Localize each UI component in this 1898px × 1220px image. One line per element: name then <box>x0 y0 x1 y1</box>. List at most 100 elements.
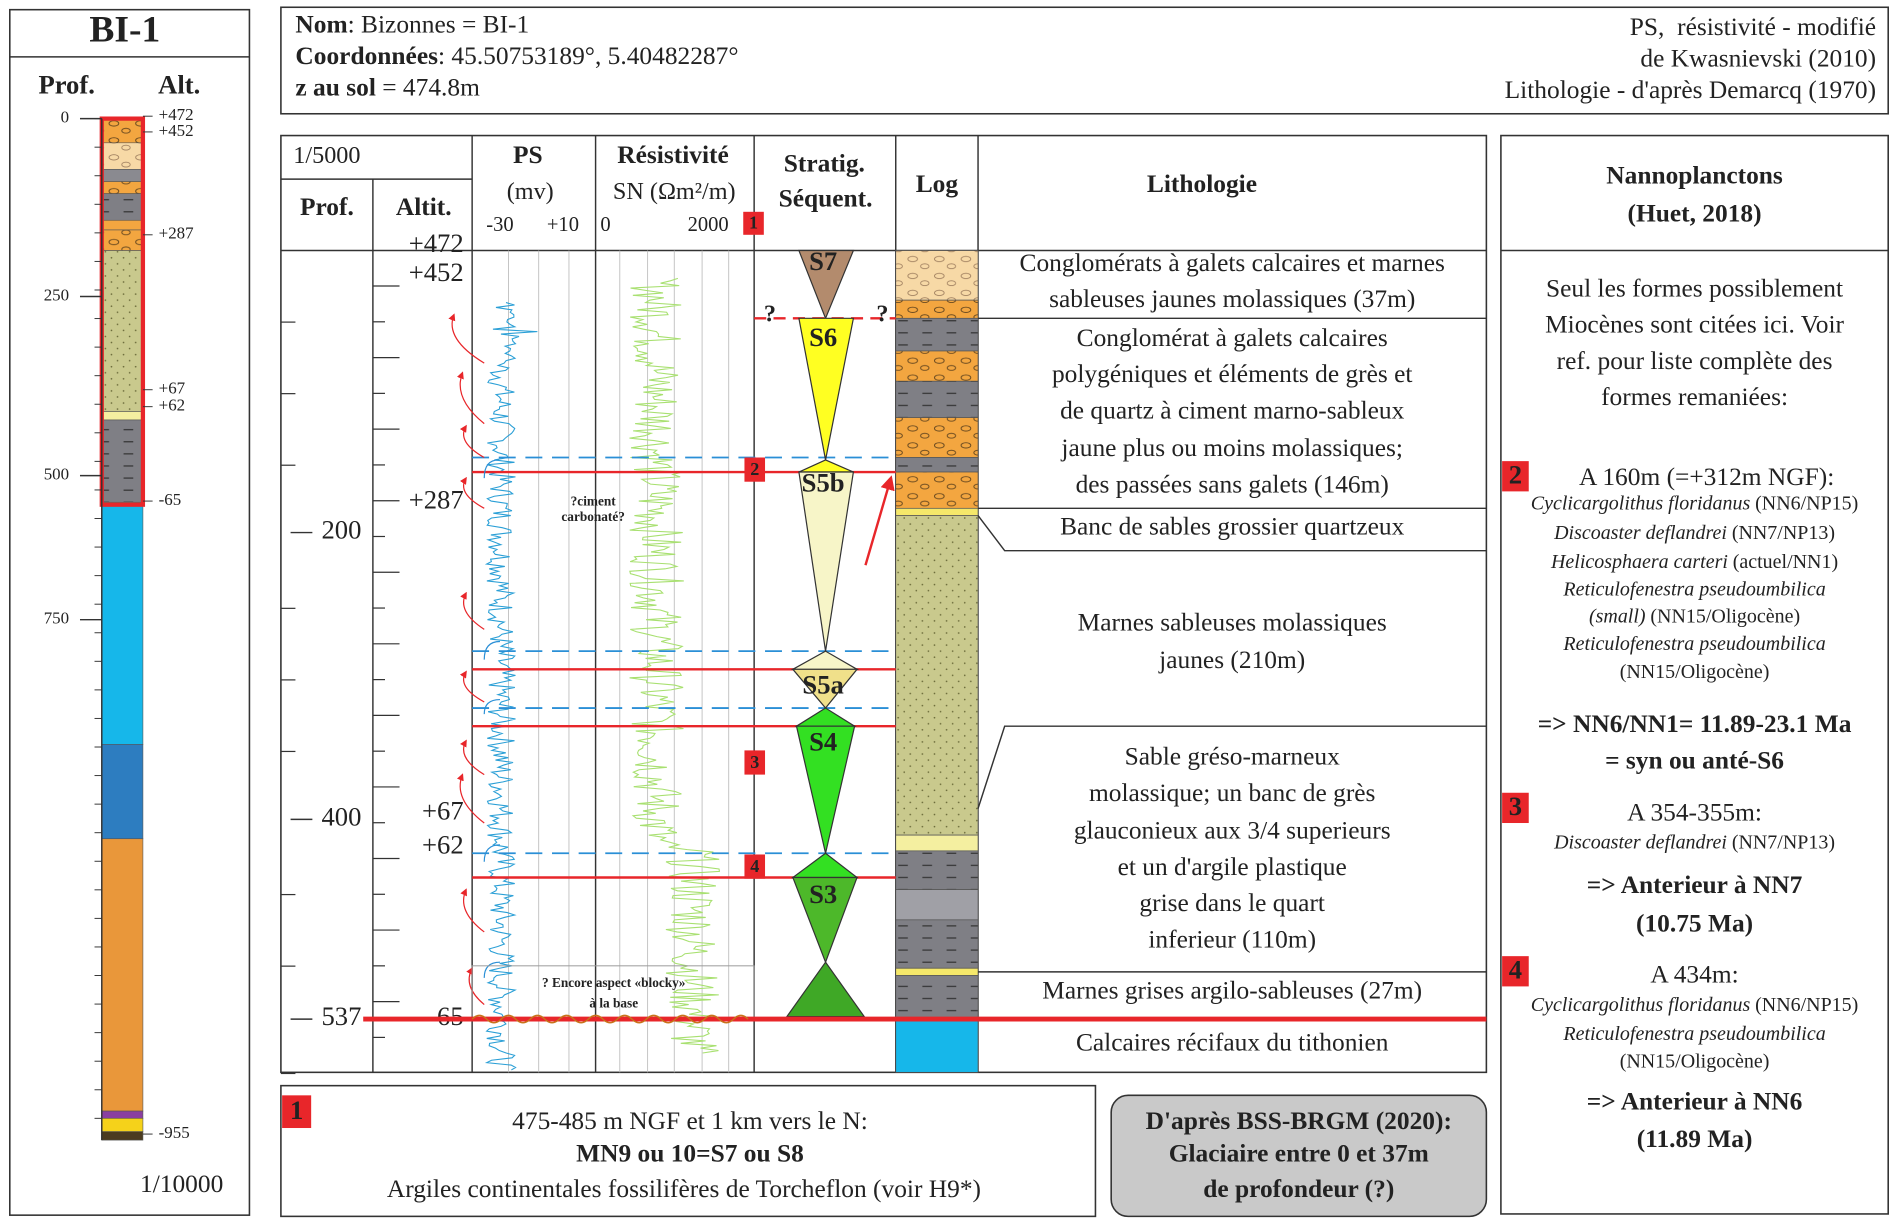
red-arrow <box>459 424 485 459</box>
taxon-line: Cyclicargolithus floridanus (NN6/NP15) <box>1531 993 1858 1015</box>
conclusion: => Anterieur à NN7 <box>1587 871 1803 899</box>
sequence-label: S5b <box>802 467 845 497</box>
left-layer <box>101 1118 144 1132</box>
red-arrow <box>460 888 485 933</box>
red-arrow <box>456 371 485 425</box>
taxon-name: Discoaster deflandrei <box>1553 521 1727 543</box>
label: Argiles continentales fossilifères de To… <box>387 1175 981 1203</box>
lithology-text: Conglomérats à galets calcaires et marne… <box>1020 249 1445 277</box>
lithology-text: inferieur (110m) <box>1148 925 1316 953</box>
depth-label: 400 <box>321 801 361 831</box>
blue-arrow <box>483 844 500 862</box>
uncertain-mark: ? <box>876 300 888 327</box>
taxon-line: (small) (NN15/Oligocène) <box>1589 605 1800 627</box>
taxon-range: (NN6/NP15) <box>1755 993 1858 1015</box>
header-box <box>280 6 1889 115</box>
sequence-triangle <box>795 725 856 854</box>
left-layer <box>101 505 144 745</box>
sequence-label: S4 <box>809 726 837 756</box>
source-box-line: Glaciaire entre 0 et 37m <box>1169 1140 1429 1168</box>
left-layer <box>101 1131 144 1141</box>
log-layer <box>895 919 979 969</box>
label: 475-485 m NGF et 1 km vers le N: <box>512 1107 868 1135</box>
label: 2000 <box>688 214 729 236</box>
label: (mv) <box>507 178 554 205</box>
header-value: : 45.50753189°, 5.40482287° <box>438 42 739 70</box>
marker-box <box>1502 956 1529 987</box>
left-layer <box>101 838 144 1112</box>
log-table <box>280 134 1488 1074</box>
label: SN (Ωm²/m) <box>613 178 736 205</box>
lithology-text: glauconieux aux 3/4 superieurs <box>1074 817 1391 845</box>
source-line: PS, résistivité - modifié <box>1630 13 1876 41</box>
sequence-triangle <box>798 471 855 652</box>
taxon-name: Reticulofenestra pseudoumbilica <box>1562 1022 1825 1044</box>
sequence-label: S6 <box>809 322 837 352</box>
log-layer <box>895 350 979 382</box>
label: Log <box>916 170 959 198</box>
label: Prof. <box>300 193 354 221</box>
source-box-line: D'après BSS-BRGM (2020): <box>1146 1107 1452 1135</box>
label: ?ciment <box>571 493 617 508</box>
altitude-label: +67 <box>159 379 185 398</box>
label: 1/5000 <box>293 142 360 169</box>
altitude-label: -65 <box>428 1001 463 1031</box>
lithology-text: grise dans le quart <box>1139 889 1325 917</box>
altitude-label: +472 <box>409 228 464 258</box>
taxon-range: (NN6/NP15) <box>1755 492 1858 514</box>
marker-box <box>1502 461 1529 492</box>
sample-heading: A 160m (=+312m NGF): <box>1579 463 1834 491</box>
base-wave <box>471 1014 749 1024</box>
log-layer <box>895 515 979 836</box>
label: Altit. <box>396 193 452 221</box>
taxon-name: Discoaster deflandrei <box>1553 831 1727 853</box>
left-layer <box>101 181 144 194</box>
marker-label: 1 <box>290 1095 303 1125</box>
red-arrow <box>459 476 485 509</box>
label: PS <box>513 141 543 169</box>
marker-box <box>744 457 766 482</box>
sequence-label: S7 <box>809 246 837 276</box>
lithology-text: des passées sans galets (146m) <box>1076 470 1389 498</box>
left-layer <box>101 411 144 421</box>
taxon-range: (NN7/NP13) <box>1732 831 1835 853</box>
source-box-line: de profondeur (?) <box>1203 1175 1394 1203</box>
header-value: = 474.8m <box>376 73 480 101</box>
log-layer <box>895 299 979 319</box>
marker-label: 1 <box>749 213 758 233</box>
blue-arrow <box>483 640 500 660</box>
big-arrow <box>864 475 895 566</box>
label: Prof. <box>38 69 94 99</box>
well-title: BI-1 <box>89 9 160 50</box>
source-line: Lithologie - d'après Demarcq (1970) <box>1505 76 1876 104</box>
taxon-name: (small) <box>1589 605 1646 627</box>
resistivity-curve <box>629 277 721 1054</box>
taxon-range: (NN15/Oligocène) <box>1620 1050 1770 1072</box>
log-layer <box>895 417 979 458</box>
label: carbonaté? <box>561 509 625 524</box>
label: Stratig. <box>784 150 865 178</box>
taxon-line: Reticulofenestra pseudoumbilica <box>1562 1022 1825 1044</box>
sequence-label: S5a <box>802 670 843 700</box>
label: (Huet, 2018) <box>1628 199 1762 227</box>
marker-label: 4 <box>1509 955 1522 985</box>
sequence-triangle <box>785 961 866 1018</box>
annotation-box <box>471 965 755 1020</box>
red-arrow <box>459 670 485 703</box>
taxon-line: Cyclicargolithus floridanus (NN6/NP15) <box>1531 492 1858 514</box>
marker-box <box>1502 792 1529 824</box>
sequence-triangle <box>791 852 859 879</box>
altitude-label: +452 <box>409 257 464 287</box>
conclusion: (10.75 Ma) <box>1636 910 1753 938</box>
log-layer <box>895 471 979 509</box>
red-arrow <box>460 739 485 776</box>
depth-tick-label: 750 <box>44 609 69 628</box>
label: Nannoplanctons <box>1606 162 1783 190</box>
altitude-label: +67 <box>422 795 464 825</box>
left-layer <box>101 219 144 231</box>
altitude-label: +62 <box>422 829 464 859</box>
intro-line: Miocènes sont citées ici. Voir <box>1545 311 1844 339</box>
taxon-name: Cyclicargolithus floridanus <box>1531 993 1751 1015</box>
left-layer <box>101 229 144 251</box>
